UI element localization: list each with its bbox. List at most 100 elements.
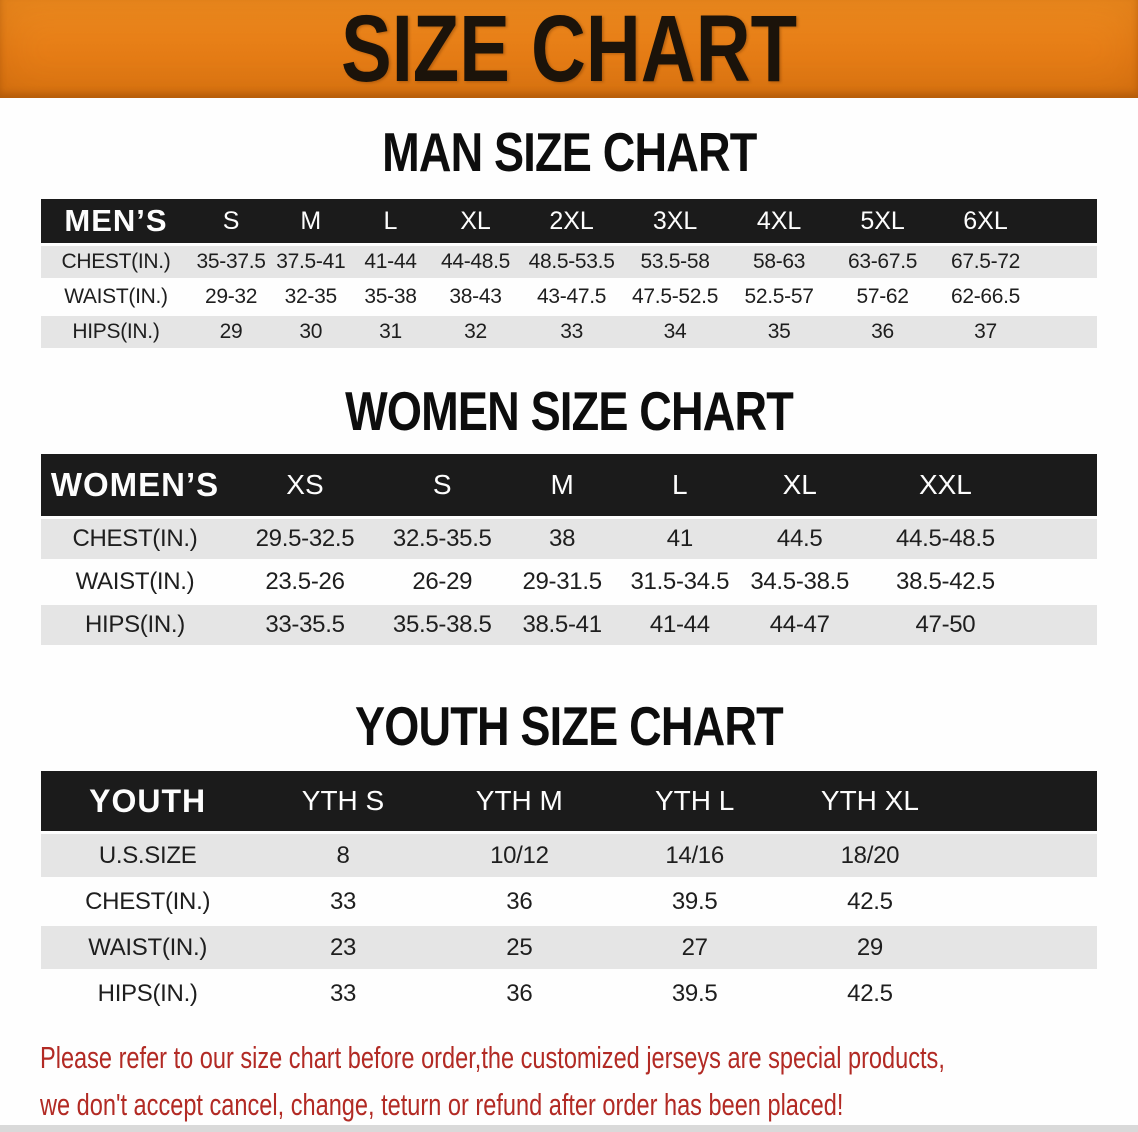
table-row: CHEST(IN.) 33 36 39.5 42.5 bbox=[41, 880, 1097, 924]
size-cell: 34 bbox=[622, 316, 728, 349]
filler-cell bbox=[1030, 454, 1097, 517]
filler-cell bbox=[1030, 562, 1097, 603]
table-row: U.S.SIZE 8 10/12 14/16 18/20 bbox=[41, 834, 1097, 878]
size-cell: 23 bbox=[254, 926, 432, 970]
row-label: WAIST(IN.) bbox=[41, 281, 191, 314]
size-cell: 29-31.5 bbox=[503, 562, 621, 603]
filler-cell bbox=[1036, 246, 1097, 279]
table-row: CHEST(IN.) 35-37.5 37.5-41 41-44 44-48.5 48.5… bbox=[41, 246, 1097, 279]
banner-title: SIZE CHART bbox=[341, 0, 797, 102]
column-header: L bbox=[350, 199, 431, 244]
size-cell: 36 bbox=[830, 316, 935, 349]
size-cell: 53.5-58 bbox=[622, 246, 728, 279]
size-cell: 62-66.5 bbox=[934, 281, 1037, 314]
table-header-row: MEN’S S M L XL 2XL 3XL 4XL 5XL 6XL bbox=[41, 199, 1097, 244]
column-header: YTH M bbox=[431, 771, 607, 832]
youth-size-table: YOUTH YTH S YTH M YTH L YTH XL U.S.SIZE 8 10/12… bbox=[41, 768, 1097, 1018]
column-header: 3XL bbox=[622, 199, 728, 244]
size-cell: 32 bbox=[430, 316, 521, 349]
column-header: YTH XL bbox=[782, 771, 958, 832]
size-cell: 25 bbox=[431, 926, 607, 970]
row-label: U.S.SIZE bbox=[41, 834, 255, 878]
size-cell: 35 bbox=[727, 316, 831, 349]
table-row: WAIST(IN.) 23 25 27 29 bbox=[41, 926, 1097, 970]
row-label: CHEST(IN.) bbox=[41, 519, 229, 560]
column-header: M bbox=[503, 454, 621, 517]
row-label: CHEST(IN.) bbox=[41, 246, 191, 279]
size-cell: 43-47.5 bbox=[520, 281, 623, 314]
column-header: 5XL bbox=[830, 199, 935, 244]
size-cell: 33 bbox=[254, 880, 432, 924]
size-cell: 48.5-53.5 bbox=[520, 246, 623, 279]
size-cell: 38.5-41 bbox=[503, 605, 621, 646]
filler-cell bbox=[1030, 605, 1097, 646]
filler-cell bbox=[957, 880, 1097, 924]
size-cell: 26-29 bbox=[381, 562, 504, 603]
table-row: CHEST(IN.) 29.5-32.5 32.5-35.5 38 41 44.5 44.5… bbox=[41, 519, 1097, 560]
row-label: HIPS(IN.) bbox=[41, 972, 255, 1016]
size-chart-banner: SIZE CHART bbox=[0, 0, 1138, 98]
size-cell: 44-48.5 bbox=[430, 246, 521, 279]
table-corner-label: YOUTH bbox=[41, 771, 255, 832]
size-cell: 41 bbox=[620, 519, 739, 560]
column-header: YTH L bbox=[606, 771, 783, 832]
column-header: XXL bbox=[860, 454, 1031, 517]
size-cell: 44.5 bbox=[738, 519, 861, 560]
size-cell: 36 bbox=[431, 972, 607, 1016]
column-header: S bbox=[190, 199, 272, 244]
man-section-title: MAN SIZE CHART bbox=[381, 121, 757, 183]
filler-cell bbox=[1036, 199, 1097, 244]
table-row: WAIST(IN.) 29-32 32-35 35-38 38-43 43-47.5 47.… bbox=[41, 281, 1097, 314]
size-cell: 38 bbox=[503, 519, 621, 560]
filler-cell bbox=[957, 926, 1097, 970]
column-header: XS bbox=[228, 454, 382, 517]
row-label: HIPS(IN.) bbox=[41, 605, 229, 646]
size-cell: 31 bbox=[350, 316, 431, 349]
size-cell: 34.5-38.5 bbox=[738, 562, 861, 603]
column-header: 4XL bbox=[727, 199, 831, 244]
disclaimer-line-1: Please refer to our size chart before or… bbox=[40, 1040, 945, 1076]
column-header: YTH S bbox=[254, 771, 432, 832]
size-cell: 33 bbox=[520, 316, 623, 349]
table-row: WAIST(IN.) 23.5-26 26-29 29-31.5 31.5-34.5 34… bbox=[41, 562, 1097, 603]
size-cell: 67.5-72 bbox=[934, 246, 1037, 279]
size-cell: 18/20 bbox=[782, 834, 958, 878]
size-cell: 29-32 bbox=[190, 281, 272, 314]
size-cell: 57-62 bbox=[830, 281, 935, 314]
size-cell: 29.5-32.5 bbox=[228, 519, 382, 560]
size-cell: 42.5 bbox=[782, 972, 958, 1016]
size-cell: 10/12 bbox=[431, 834, 607, 878]
size-cell: 39.5 bbox=[606, 972, 783, 1016]
size-cell: 35-38 bbox=[350, 281, 431, 314]
table-row: HIPS(IN.) 33 36 39.5 42.5 bbox=[41, 972, 1097, 1016]
size-cell: 38-43 bbox=[430, 281, 521, 314]
men-size-table: MEN’S S M L XL 2XL 3XL 4XL 5XL 6XL CHEST(IN.) 35-37… bbox=[41, 196, 1097, 351]
size-cell: 38.5-42.5 bbox=[860, 562, 1031, 603]
size-cell: 47-50 bbox=[860, 605, 1031, 646]
size-cell: 52.5-57 bbox=[727, 281, 831, 314]
size-cell: 29 bbox=[782, 926, 958, 970]
table-corner-label: MEN’S bbox=[41, 199, 191, 244]
footer-disclaimer: Please refer to our size chart before or… bbox=[40, 1034, 1138, 1128]
size-cell: 58-63 bbox=[727, 246, 831, 279]
size-cell: 36 bbox=[431, 880, 607, 924]
size-cell: 33 bbox=[254, 972, 432, 1016]
size-cell: 42.5 bbox=[782, 880, 958, 924]
size-cell: 47.5-52.5 bbox=[622, 281, 728, 314]
size-cell: 41-44 bbox=[620, 605, 739, 646]
size-cell: 32-35 bbox=[271, 281, 351, 314]
column-header: M bbox=[271, 199, 351, 244]
row-label: CHEST(IN.) bbox=[41, 880, 255, 924]
column-header: 6XL bbox=[934, 199, 1037, 244]
column-header: XL bbox=[430, 199, 521, 244]
table-header-row: YOUTH YTH S YTH M YTH L YTH XL bbox=[41, 771, 1097, 832]
size-cell: 30 bbox=[271, 316, 351, 349]
filler-cell bbox=[1036, 316, 1097, 349]
table-corner-label: WOMEN’S bbox=[41, 454, 229, 517]
size-cell: 35-37.5 bbox=[190, 246, 272, 279]
disclaimer-line-2: we don't accept cancel, change, teturn o… bbox=[40, 1087, 844, 1123]
size-cell: 8 bbox=[254, 834, 432, 878]
image-bottom-edge bbox=[0, 1125, 1138, 1132]
size-cell: 27 bbox=[606, 926, 783, 970]
row-label: WAIST(IN.) bbox=[41, 926, 255, 970]
